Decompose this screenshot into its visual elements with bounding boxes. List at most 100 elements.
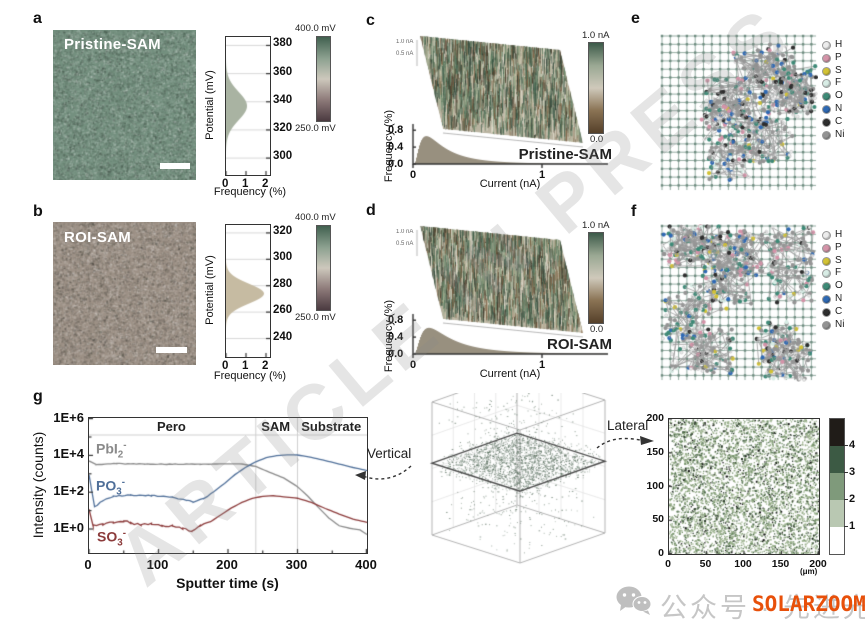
atom-symbol: S (835, 254, 842, 266)
colorbar-lateral (829, 418, 845, 555)
atom-dot-o (822, 92, 831, 102)
solarzoom-brand: SOLARZOOM (752, 592, 865, 616)
colorbar-a-min: 250.0 mV (295, 123, 336, 134)
colorbar-segment (830, 527, 844, 554)
panel-e-label: e (631, 10, 640, 27)
tick-label-colorbar: 4 (849, 439, 856, 451)
tick-label-frequency-pct: 0.0 (388, 348, 404, 360)
lateral-map-unit: (μm) (800, 567, 818, 576)
vertical-arrow-icon (355, 465, 412, 480)
panel-g-label: g (33, 388, 43, 405)
tick-label-potential: 380 (273, 37, 293, 50)
colorbar-a (316, 36, 331, 122)
colorbar-tick (844, 526, 848, 528)
legend-item-ni: Ni (822, 129, 862, 141)
surf-d-zlabel-2: 0.5 nA (396, 241, 414, 247)
scale-bar (156, 347, 187, 353)
tick-label-sputter-time: 400 (355, 557, 377, 572)
lateral-arrow-icon (596, 436, 654, 449)
atom-dot-n (822, 295, 831, 304)
atom-dot-ni (822, 320, 831, 330)
md-snapshot-pristine (660, 34, 818, 192)
panel-c-label: c (366, 12, 375, 29)
legend-item-o: O (822, 280, 862, 292)
wechat-icon (616, 586, 652, 615)
tick-label-lateral-y: 0 (658, 547, 664, 559)
atom-legend-e: H P S F O N C Ni (822, 39, 862, 149)
atom-symbol: S (835, 64, 842, 76)
curve-label-text: PO (96, 477, 117, 494)
surf-c-zlabel-1: 1.0 nA (396, 39, 414, 45)
tick-label-lateral-x: 100 (734, 558, 752, 570)
atom-symbol: Ni (835, 318, 845, 330)
atom-symbol: C (835, 115, 843, 127)
legend-item-s: S (822, 255, 862, 267)
atom-dot-n (822, 105, 831, 114)
atom-dot-f (822, 269, 831, 279)
scale-bar (160, 163, 190, 169)
colorbar-d (588, 232, 604, 324)
panel-c-title: Pristine-SAM (518, 146, 612, 163)
tick-label-lateral-y: 150 (646, 445, 664, 458)
colorbar-tick (844, 499, 848, 501)
legend-item-n: N (822, 103, 862, 115)
kpfm-image-pristine-title: Pristine-SAM (64, 36, 161, 53)
colorbar-segment (830, 500, 844, 527)
atom-symbol: F (835, 77, 842, 89)
vertical-label: Vertical (367, 446, 412, 461)
tick-label-frequency: 0 (222, 360, 229, 372)
atom-symbol: F (835, 267, 842, 279)
tick-label-lateral-y: 100 (646, 479, 664, 492)
tick-label-sputter-time: 100 (146, 557, 169, 572)
hist-b-xlabel: Frequency (%) (213, 370, 287, 382)
legend-item-s: S (822, 65, 862, 77)
colorbar-b-min: 250.0 mV (295, 312, 336, 323)
tick-label-frequency-pct: 0.8 (388, 124, 404, 137)
tick-label-intensity: 1E+6 (53, 409, 84, 425)
curve-label-sub: 3 (116, 486, 122, 498)
atom-dot-ni (822, 130, 831, 140)
hist-a-ylabel: Potential (mV) (204, 70, 216, 140)
tick-label-frequency-pct: 0.0 (388, 158, 404, 170)
atom-symbol: N (835, 293, 843, 304)
tick-label-intensity: 1E+0 (53, 520, 84, 535)
curve-label-sup: - (123, 440, 127, 451)
curve-label-so3: SO3- (97, 528, 126, 548)
legend-item-f: F (822, 267, 862, 279)
panel-a-label: a (33, 10, 42, 27)
tick-label-sputter-time: 0 (84, 557, 92, 572)
tick-label-lateral-x: 200 (809, 558, 827, 570)
hist-b-plot (225, 224, 271, 358)
tick-label-frequency: 1 (242, 178, 249, 190)
tick-label-current: 1 (539, 169, 546, 181)
legend-item-h: H (822, 229, 862, 241)
colorbar-segment (830, 419, 844, 446)
hist-c-plot (410, 122, 610, 170)
legend-item-c: C (822, 306, 862, 318)
curve-label-sub: 2 (117, 449, 124, 461)
atom-dot-p (822, 53, 831, 63)
colorbar-segment (830, 446, 844, 473)
atom-dot-s (822, 256, 831, 266)
atom-symbol: O (835, 90, 843, 102)
kpfm-image-roi (53, 222, 196, 365)
legend-item-f: F (822, 77, 862, 89)
atom-symbol: H (835, 229, 843, 240)
legend-item-p: P (822, 242, 862, 254)
tick-label-colorbar: 2 (849, 493, 856, 505)
atom-symbol: Ni (835, 128, 845, 140)
tick-label-frequency: 2 (262, 360, 269, 372)
atom-legend-f: H P S F O N C Ni (822, 229, 862, 339)
legend-item-p: P (822, 52, 862, 64)
tick-label-current: 1 (539, 359, 546, 371)
curve-label-pbi2: PbI2- (96, 440, 127, 460)
tick-label-colorbar: 1 (849, 520, 856, 532)
tick-label-colorbar: 3 (849, 466, 856, 478)
tick-label-lateral-x: 50 (699, 558, 712, 570)
tick-label-potential: 320 (273, 224, 293, 237)
colorbar-d-max: 1.0 nA (582, 220, 610, 231)
legend-item-ni: Ni (822, 319, 862, 331)
tick-label-potential: 360 (273, 65, 293, 78)
tick-label-potential: 280 (273, 277, 293, 290)
hist-d-xlabel: Current (nA) (479, 368, 541, 380)
